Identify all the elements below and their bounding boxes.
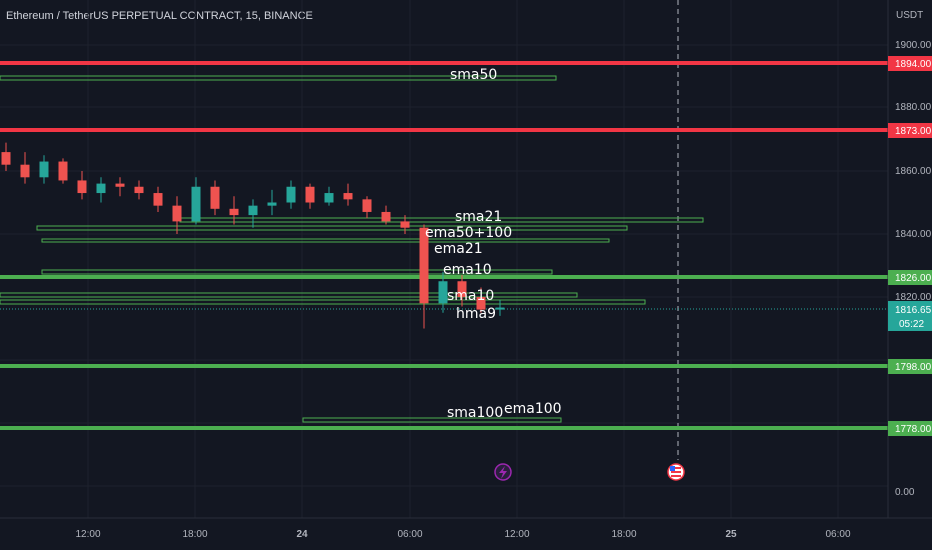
sma21-box <box>179 217 704 223</box>
candle-body <box>438 281 448 304</box>
badge-1798: 1798.00 <box>895 362 932 373</box>
badge-1826: 1826.00 <box>895 273 932 284</box>
ema10-box <box>41 269 553 275</box>
indicator-boxes <box>0 75 704 423</box>
candle-body <box>362 199 372 212</box>
vertical-gridlines <box>87 0 839 518</box>
sma100-box <box>302 417 562 423</box>
x-tick-12-00b: 12:00 <box>504 529 529 540</box>
x-tick-day-24: 24 <box>296 529 308 540</box>
label-hma9: hma9 <box>456 306 496 322</box>
x-tick-06-00b: 06:00 <box>825 529 850 540</box>
sma10-box <box>0 292 578 298</box>
badge-bg-1798 <box>888 359 932 374</box>
candle-body <box>267 202 277 206</box>
label-ema100: ema100 <box>504 401 562 417</box>
badge-bg-1778 <box>888 421 932 436</box>
y-tick-1840: 1840.00 <box>895 229 932 240</box>
x-tick-day-25: 25 <box>725 529 737 540</box>
candle-body <box>419 227 429 304</box>
label-ema10: ema10 <box>443 262 492 278</box>
indicator-labels: sma50 sma21 ema50+100 ema21 ema10 sma10 … <box>425 67 562 421</box>
us-flag-event-icon[interactable] <box>667 463 685 481</box>
candle-body <box>248 205 258 216</box>
price-badges: 1894.00 1873.00 1826.00 1816.65 05:22 17… <box>888 56 932 436</box>
label-sma10: sma10 <box>447 288 494 304</box>
sma50-box <box>0 75 557 81</box>
x-tick-12-00: 12:00 <box>75 529 100 540</box>
lightning-event-icon[interactable] <box>494 463 512 481</box>
badge-1778: 1778.00 <box>895 424 932 435</box>
price-axis-ticks: 1900.00 1880.00 1860.00 1840.00 1820.00 … <box>895 40 932 498</box>
candle-body <box>457 281 467 297</box>
x-tick-18-00b: 18:00 <box>611 529 636 540</box>
label-sma50: sma50 <box>450 67 497 83</box>
ema21-box <box>41 238 610 243</box>
label-ema21: ema21 <box>434 241 483 257</box>
badge-1894: 1894.00 <box>895 59 932 70</box>
candle-body <box>476 297 486 310</box>
candle-body <box>1 152 11 165</box>
ema50-100-box <box>36 225 628 231</box>
y-tick-zero: 0.00 <box>895 487 915 498</box>
candle-body <box>58 161 68 181</box>
candle-body <box>324 193 334 203</box>
candle-body <box>134 186 144 194</box>
y-tick-1900: 1900.00 <box>895 40 932 51</box>
badge-1873: 1873.00 <box>895 126 932 137</box>
y-tick-1880: 1880.00 <box>895 102 932 113</box>
currency-label: USDT <box>896 10 923 21</box>
y-tick-1860: 1860.00 <box>895 166 932 177</box>
y-tick-1820: 1820.00 <box>895 292 932 303</box>
label-sma100: sma100 <box>447 405 503 421</box>
badge-countdown: 05:22 <box>899 319 924 330</box>
candle-body <box>191 186 201 222</box>
candle-body <box>77 180 87 194</box>
candle-body <box>153 193 163 206</box>
candle-body <box>286 186 296 203</box>
candle-body <box>39 161 49 178</box>
candle-body <box>229 208 239 216</box>
badge-bg-1873 <box>888 123 932 138</box>
level-lines <box>0 61 888 430</box>
candle-body <box>343 193 353 200</box>
candle-body <box>20 164 30 178</box>
badge-bg-1826 <box>888 270 932 285</box>
x-tick-06-00: 06:00 <box>397 529 422 540</box>
badge-bg-1894 <box>888 56 932 71</box>
candlestick-series <box>1 142 505 329</box>
time-axis-ticks: 12:00 18:00 24 06:00 12:00 18:00 25 06:0… <box>75 529 850 540</box>
candle-body <box>96 183 106 194</box>
x-tick-18-00: 18:00 <box>182 529 207 540</box>
chart-title: Ethereum / TetherUS PERPETUAL CONTRACT, … <box>6 10 313 22</box>
candle-body <box>305 186 315 203</box>
candle-body <box>115 183 125 187</box>
candle-body <box>172 205 182 222</box>
hma9-box <box>0 299 646 305</box>
label-sma21: sma21 <box>455 209 502 225</box>
badge-bg-last <box>888 301 932 331</box>
candle-body <box>495 307 505 310</box>
badge-last-price: 1816.65 <box>895 305 932 316</box>
candle-body <box>381 211 391 222</box>
candle-body <box>210 186 220 209</box>
label-ema50-100: ema50+100 <box>425 225 512 241</box>
candle-body <box>400 221 410 228</box>
